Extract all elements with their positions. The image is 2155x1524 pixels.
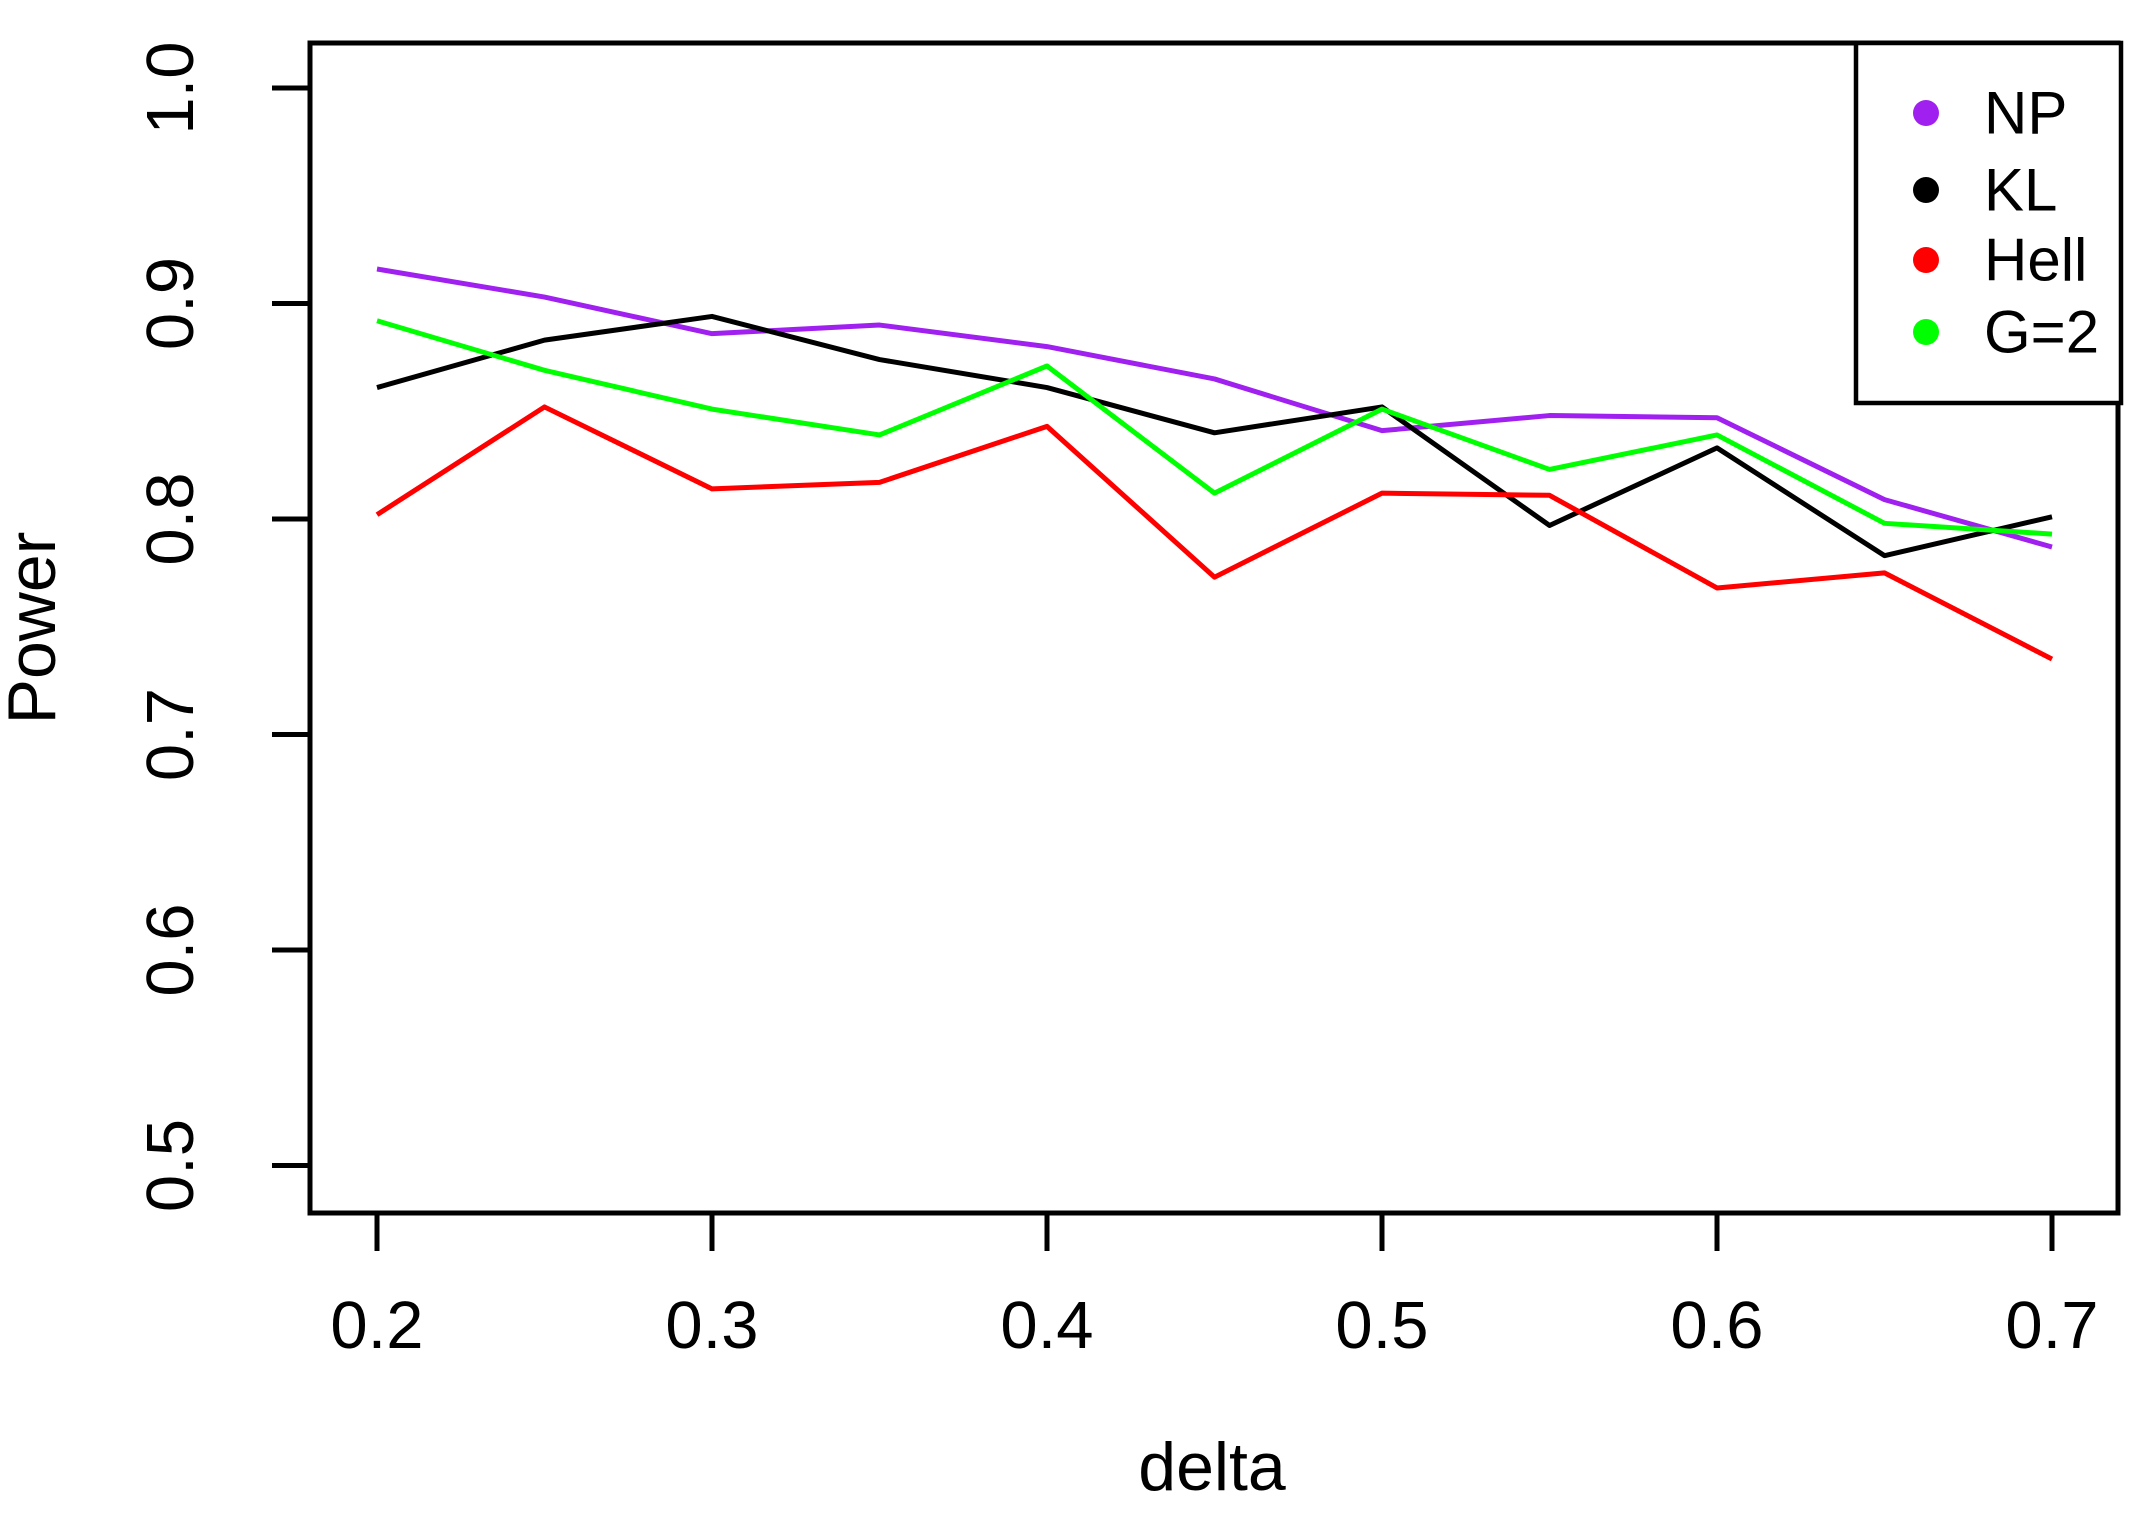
legend-marker-np-icon bbox=[1913, 100, 1939, 126]
legend-label-hell: Hell bbox=[1984, 227, 2087, 294]
y-tick-label-0.7: 0.7 bbox=[133, 688, 208, 781]
legend-marker-g-2-icon bbox=[1913, 319, 1939, 345]
legend-label-np: NP bbox=[1984, 80, 2067, 147]
y-tick-label-1.0: 1.0 bbox=[133, 41, 208, 134]
series-line-g-2 bbox=[376, 318, 2053, 537]
y-tick-label-0.8: 0.8 bbox=[133, 472, 208, 565]
x-tick-label-0.4: 0.4 bbox=[1000, 1288, 1093, 1363]
legend-box bbox=[1853, 40, 2124, 406]
legend-label-g-2: G=2 bbox=[1984, 299, 2099, 366]
y-tick-label-0.5: 0.5 bbox=[133, 1119, 208, 1212]
series-lines bbox=[375, 266, 2054, 662]
series-line-kl bbox=[376, 313, 2053, 559]
x-tick-label-0.7: 0.7 bbox=[2005, 1288, 2098, 1363]
x-axis-ticks: 0.2 0.3 0.4 0.5 0.6 0.7 bbox=[330, 1213, 2099, 1363]
y-axis-label: Power bbox=[0, 532, 70, 725]
legend-marker-kl-icon bbox=[1913, 177, 1939, 203]
y-tick-label-0.9: 0.9 bbox=[133, 257, 208, 350]
x-axis-label: delta bbox=[1138, 1429, 1286, 1505]
legend-marker-hell-icon bbox=[1913, 247, 1939, 273]
y-axis-ticks: 1.0 0.9 0.8 0.7 0.6 0.5 bbox=[133, 41, 310, 1212]
x-tick-label-0.6: 0.6 bbox=[1670, 1288, 1763, 1363]
legend-label-kl: KL bbox=[1984, 157, 2057, 224]
x-tick-label-0.3: 0.3 bbox=[665, 1288, 758, 1363]
y-tick-label-0.6: 0.6 bbox=[133, 903, 208, 996]
x-tick-label-0.5: 0.5 bbox=[1335, 1288, 1428, 1363]
series-line-np bbox=[376, 266, 2053, 550]
plot-area bbox=[307, 40, 2121, 1216]
x-tick-label-0.2: 0.2 bbox=[330, 1288, 423, 1363]
series-line-hell bbox=[375, 404, 2054, 662]
